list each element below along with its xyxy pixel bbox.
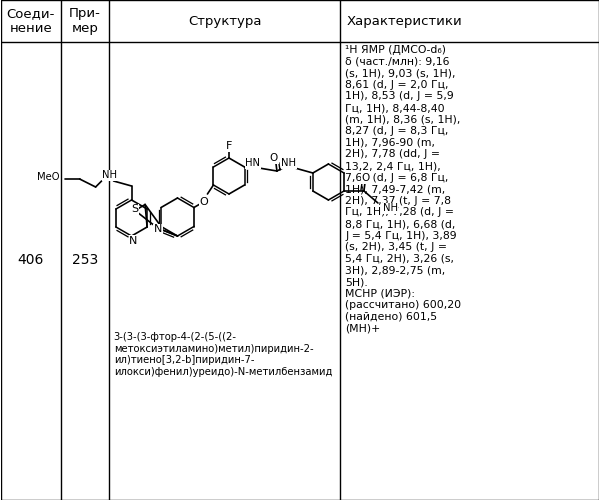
Text: N: N (154, 224, 162, 234)
Text: O: O (270, 153, 278, 163)
Text: O: O (362, 173, 370, 183)
Text: NH: NH (102, 170, 117, 180)
Text: 253: 253 (72, 253, 98, 267)
Text: 3-(3-(3-фтор-4-(2-(5-((2-
метоксиэтиламино)метил)пиридин-2-
ил)тиено[3,2-b]пирид: 3-(3-(3-фтор-4-(2-(5-((2- метоксиэтилами… (114, 332, 332, 377)
Text: При-
мер: При- мер (69, 7, 101, 35)
Text: ¹Н ЯМР (ДМСО-d₆)
δ (част./млн): 9,16
(s, 1H), 9,03 (s, 1H),
8,61 (d, J = 2,0 Гц,: ¹Н ЯМР (ДМСО-d₆) δ (част./млн): 9,16 (s,… (346, 45, 461, 334)
Text: N: N (129, 236, 138, 246)
Text: 406: 406 (18, 253, 44, 267)
Text: Структура: Структура (188, 14, 261, 28)
Text: Соеди-
нение: Соеди- нение (7, 7, 55, 35)
Text: S: S (132, 204, 138, 214)
Text: MeO: MeO (37, 172, 60, 182)
Text: O: O (199, 197, 208, 207)
Text: F: F (226, 141, 232, 151)
Text: Характеристики: Характеристики (346, 14, 462, 28)
Text: HN: HN (246, 158, 261, 168)
Text: NH: NH (282, 158, 297, 168)
Text: NH: NH (383, 203, 398, 213)
